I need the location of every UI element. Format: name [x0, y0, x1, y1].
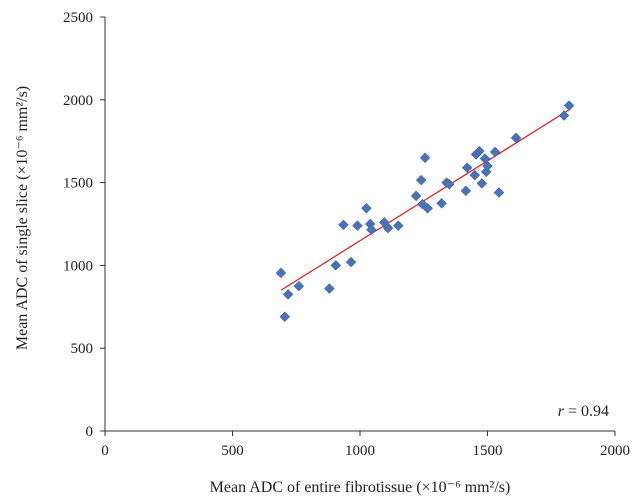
regression-line: [280, 109, 570, 291]
correlation-value: = 0.94: [564, 403, 609, 420]
data-point: [345, 256, 357, 268]
data-point: [460, 185, 472, 197]
data-point: [419, 152, 431, 164]
data-point: [410, 190, 422, 202]
data-point: [476, 178, 488, 189]
y-tick-label: 500: [71, 341, 94, 357]
y-tick-label: 2500: [63, 10, 93, 26]
data-point: [563, 100, 575, 111]
data-point: [473, 145, 485, 157]
data-point: [415, 174, 427, 186]
x-tick-label: 1500: [473, 443, 503, 459]
data-point: [338, 219, 349, 231]
data-point: [392, 220, 404, 232]
y-tick-label: 0: [86, 424, 94, 440]
x-tick-label: 1000: [345, 443, 375, 459]
data-point: [489, 146, 501, 158]
y-tick-label: 1500: [63, 176, 93, 192]
data-point: [510, 132, 522, 144]
x-tick-label: 2000: [600, 443, 630, 459]
data-point: [436, 197, 447, 209]
y-tick-label: 1000: [63, 258, 93, 274]
correlation-variable: r: [558, 403, 565, 420]
data-points: [275, 100, 575, 323]
data-point: [493, 187, 505, 198]
data-point: [293, 280, 305, 292]
data-point: [275, 267, 287, 279]
data-point: [279, 311, 291, 323]
data-point: [461, 162, 473, 174]
data-point: [361, 202, 372, 214]
data-point: [469, 169, 481, 181]
data-point: [282, 289, 294, 300]
tick-group: 0 500 1000 1500 2000 0 500 1000 1500 2000 2500: [63, 10, 630, 459]
x-tick-label: 0: [101, 443, 109, 459]
data-point: [324, 283, 335, 294]
data-point: [366, 224, 377, 236]
data-point: [443, 178, 455, 190]
data-point: [330, 260, 342, 271]
x-tick-label: 500: [221, 443, 244, 459]
x-axis-title: Mean ADC of entire fibrotissue (×10⁻⁶ mm…: [210, 479, 511, 496]
data-point: [352, 220, 363, 232]
data-point: [558, 110, 570, 121]
data-point: [382, 222, 394, 234]
fit-line-group: [280, 109, 570, 291]
data-point: [482, 160, 493, 172]
y-axis-title: Mean ADC of single slice (×10⁻⁶ mm²/s): [14, 86, 31, 350]
correlation-annotation: r = 0.94: [558, 403, 609, 420]
data-point: [422, 202, 433, 214]
y-tick-label: 2000: [63, 93, 93, 109]
